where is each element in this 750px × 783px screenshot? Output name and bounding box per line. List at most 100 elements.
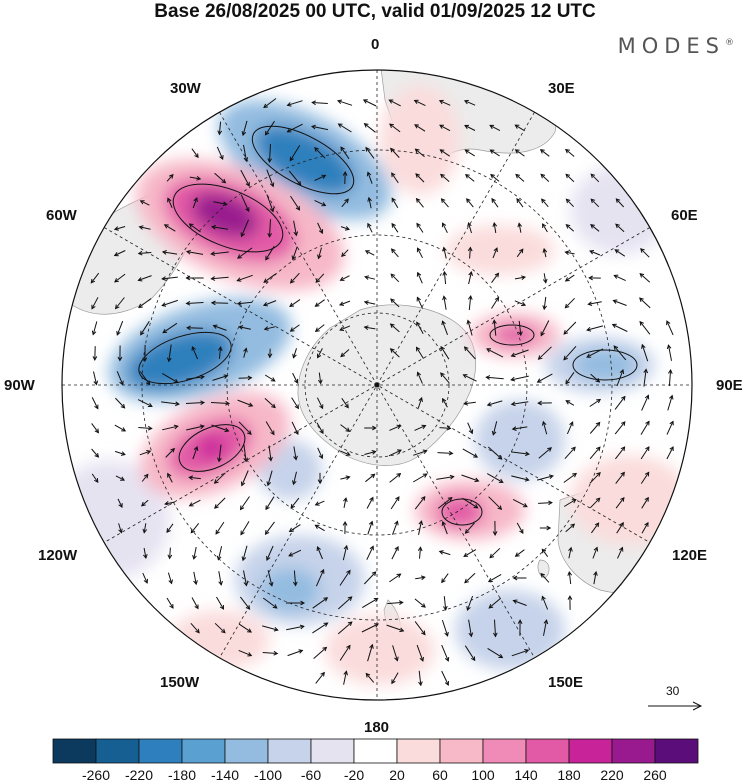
wind-vector bbox=[513, 600, 527, 606]
wind-vectors bbox=[90, 98, 674, 687]
wind-vector bbox=[443, 247, 447, 259]
wind-vector-head bbox=[391, 679, 396, 685]
wind-vector-head bbox=[595, 421, 601, 427]
wind-vector-head bbox=[593, 546, 599, 552]
wind-vector-head bbox=[344, 226, 350, 231]
wind-vector bbox=[139, 450, 151, 456]
wind-vector bbox=[668, 369, 672, 387]
wind-vector-head bbox=[541, 548, 547, 554]
wind-vector bbox=[640, 421, 650, 435]
wind-vector bbox=[616, 522, 624, 534]
wind-vector-head bbox=[142, 528, 148, 534]
wind-vector-head bbox=[666, 320, 671, 326]
wind-vector bbox=[237, 274, 253, 282]
wind-vector bbox=[615, 472, 625, 484]
wind-vector-head bbox=[444, 631, 449, 637]
wind-vector-head bbox=[438, 550, 444, 555]
wind-vector bbox=[364, 276, 376, 280]
wind-vector-head bbox=[120, 451, 126, 456]
wind-vector-head bbox=[167, 197, 172, 203]
wind-vector bbox=[141, 474, 149, 482]
wind-vector-head bbox=[272, 604, 278, 609]
wind-vector bbox=[439, 124, 451, 132]
wind-vector-head bbox=[346, 644, 351, 650]
wind-vector-head bbox=[147, 425, 153, 431]
wind-vector-head bbox=[118, 528, 123, 534]
wind-vector-head bbox=[541, 420, 547, 426]
wind-vector-head bbox=[196, 176, 202, 181]
wind-vector-head bbox=[186, 325, 191, 331]
wind-vector bbox=[590, 224, 600, 232]
wind-vector-head bbox=[241, 556, 247, 562]
wind-vector-head bbox=[371, 450, 377, 455]
wind-vector bbox=[390, 348, 400, 358]
wind-vector-head bbox=[620, 446, 626, 452]
wind-vector-head bbox=[94, 404, 99, 410]
wind-vector bbox=[487, 400, 503, 406]
wind-vector bbox=[441, 619, 449, 637]
wind-vector-head bbox=[219, 155, 224, 161]
wind-vector-head bbox=[565, 198, 571, 204]
wind-vector bbox=[262, 652, 278, 654]
wind-vector bbox=[267, 470, 273, 486]
wind-vector-head bbox=[442, 295, 447, 301]
wind-vector-head bbox=[266, 555, 271, 561]
wind-vector bbox=[589, 472, 601, 484]
wind-vector bbox=[218, 121, 222, 135]
wind-vector-head bbox=[449, 474, 455, 480]
wind-vector-head bbox=[486, 401, 492, 407]
colorbar-swatch bbox=[611, 738, 656, 764]
wind-vector-head bbox=[389, 123, 394, 128]
wind-vector bbox=[536, 475, 554, 481]
wind-vector-head bbox=[293, 378, 299, 384]
wind-vector-head bbox=[320, 671, 325, 677]
wind-vector-head bbox=[485, 375, 491, 380]
wind-vector bbox=[366, 546, 374, 560]
wind-vector bbox=[269, 219, 271, 237]
wind-vector bbox=[467, 320, 473, 336]
wind-vector bbox=[263, 300, 277, 306]
wind-vector-head bbox=[188, 502, 194, 507]
wind-vector bbox=[464, 100, 476, 106]
wind-vector bbox=[266, 545, 274, 561]
wind-vector bbox=[418, 520, 422, 536]
wind-vector-head bbox=[439, 124, 444, 129]
wind-vector-head bbox=[669, 420, 674, 426]
wind-vector-head bbox=[323, 597, 329, 602]
lon-label-150e: 150E bbox=[548, 674, 584, 691]
wind-vector-head bbox=[267, 232, 273, 238]
wind-vector bbox=[565, 251, 575, 255]
colorbar-swatch bbox=[138, 738, 183, 764]
wind-vector-head bbox=[593, 570, 598, 576]
wind-vector bbox=[416, 223, 424, 233]
wind-vector bbox=[442, 222, 448, 234]
wind-vector-head bbox=[143, 578, 148, 584]
wind-vector bbox=[167, 473, 173, 483]
wind-vector-head bbox=[564, 277, 570, 282]
wind-vector bbox=[518, 223, 522, 233]
wind-vector bbox=[339, 645, 351, 661]
wind-vector-head bbox=[267, 353, 273, 359]
wind-vector bbox=[442, 321, 448, 335]
wind-vector-head bbox=[420, 575, 426, 581]
wind-vector-head bbox=[194, 604, 199, 610]
wind-vector bbox=[213, 201, 227, 205]
wind-vector bbox=[538, 447, 552, 459]
wind-vector bbox=[417, 247, 423, 259]
wind-vector bbox=[262, 597, 278, 609]
wind-vector bbox=[641, 522, 649, 534]
wind-vector bbox=[367, 644, 373, 662]
wind-vector-head bbox=[195, 628, 200, 634]
wind-vector bbox=[418, 670, 422, 686]
wind-vector bbox=[318, 372, 322, 384]
wind-vector-head bbox=[519, 529, 524, 534]
wind-vector bbox=[290, 195, 300, 211]
wind-vector-head bbox=[438, 99, 444, 105]
wind-vector bbox=[288, 549, 302, 557]
wind-vector bbox=[589, 250, 601, 256]
wind-vector bbox=[269, 143, 271, 163]
wind-vector bbox=[186, 302, 204, 304]
wind-vector bbox=[213, 325, 227, 331]
wind-vector bbox=[191, 148, 199, 158]
wind-vector-head bbox=[344, 403, 349, 409]
